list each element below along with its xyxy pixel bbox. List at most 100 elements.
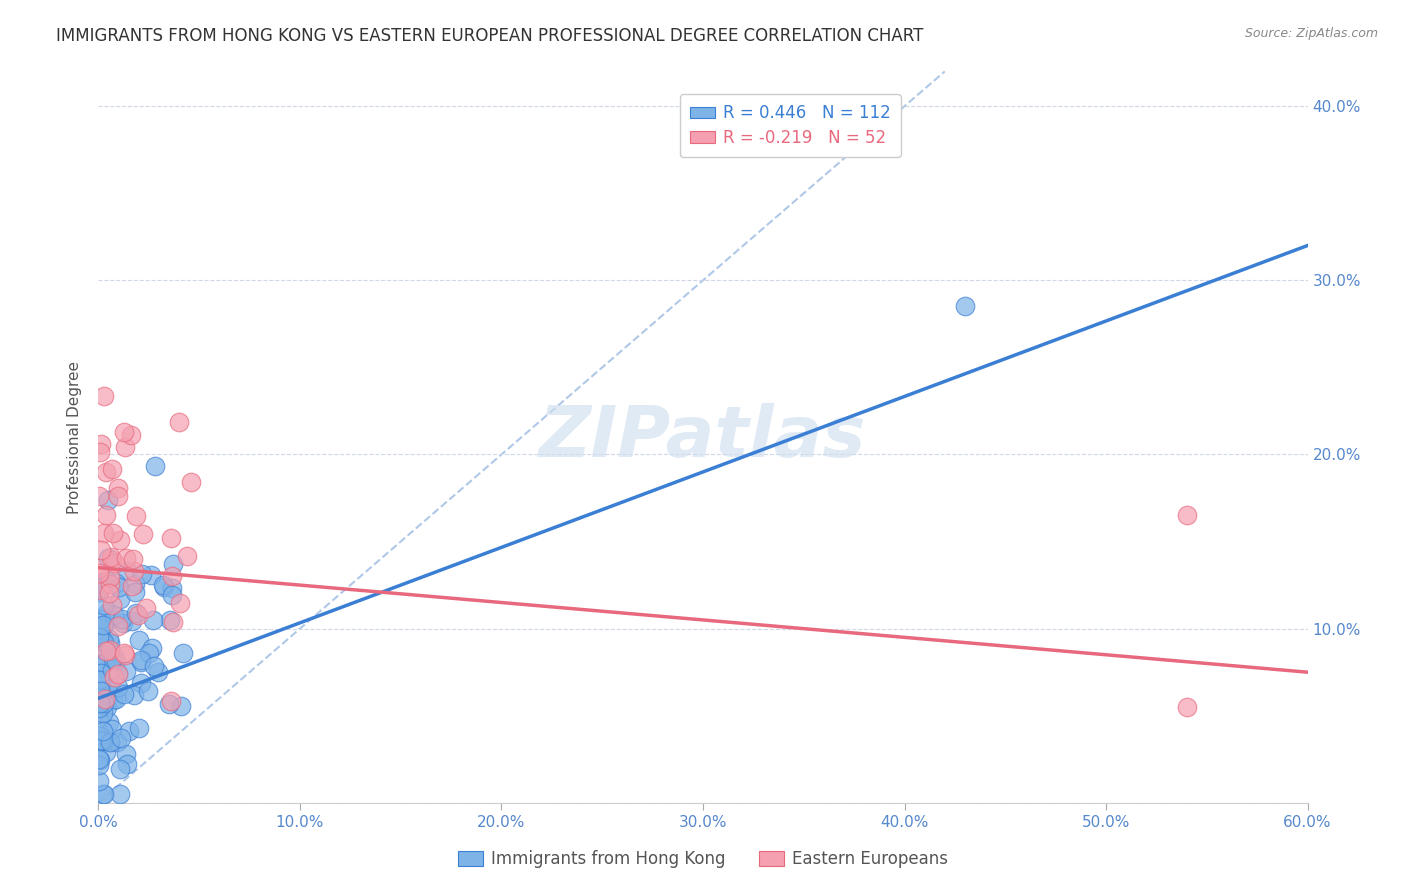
Point <box>91 787 114 801</box>
Point <box>159 693 181 707</box>
Point <box>115 756 138 771</box>
Point <box>122 564 145 578</box>
Point <box>89 695 111 709</box>
Point <box>108 580 131 594</box>
Point <box>103 649 125 664</box>
Point <box>89 773 111 788</box>
Point <box>89 630 111 644</box>
Point <box>94 746 117 760</box>
Point <box>91 733 114 747</box>
Point <box>98 687 121 701</box>
Point <box>1175 508 1198 523</box>
Point <box>91 733 114 747</box>
Point <box>103 608 125 623</box>
Point <box>93 526 115 541</box>
Point <box>100 663 122 677</box>
Point <box>94 656 117 670</box>
Point <box>167 415 190 429</box>
Point <box>953 300 976 314</box>
Point <box>142 613 165 627</box>
Point <box>93 636 115 650</box>
Point <box>97 550 120 565</box>
Legend: Immigrants from Hong Kong, Eastern Europeans: Immigrants from Hong Kong, Eastern Europ… <box>451 844 955 875</box>
Point <box>117 565 139 579</box>
Point <box>111 612 134 626</box>
Point <box>104 556 127 570</box>
Point <box>114 648 136 662</box>
Point <box>118 724 141 739</box>
Point <box>98 734 121 748</box>
Point <box>94 691 117 706</box>
Point <box>124 577 146 591</box>
Point <box>105 735 128 749</box>
Point <box>172 646 194 660</box>
Point <box>107 482 129 496</box>
Point <box>97 492 120 507</box>
Point <box>98 636 121 650</box>
Point <box>128 632 150 647</box>
Point <box>105 654 128 668</box>
Point <box>101 598 124 612</box>
Point <box>96 606 118 620</box>
Point <box>89 577 111 591</box>
Point <box>89 566 111 581</box>
Point <box>89 561 111 575</box>
Point <box>107 680 129 694</box>
Point <box>162 615 184 630</box>
Point <box>146 665 169 679</box>
Point <box>108 591 131 606</box>
Point <box>127 607 149 622</box>
Text: ZIPatlas: ZIPatlas <box>540 402 866 472</box>
Point <box>162 558 184 572</box>
Point <box>91 706 114 721</box>
Point <box>98 576 121 591</box>
Point <box>114 747 136 762</box>
Point <box>94 508 117 522</box>
Point <box>105 575 128 590</box>
Point <box>1175 700 1198 714</box>
Point <box>89 673 111 688</box>
Point <box>112 425 135 439</box>
Point <box>91 577 114 591</box>
Point <box>129 653 152 667</box>
Point <box>89 729 111 743</box>
Point <box>91 724 114 739</box>
Point <box>94 643 117 657</box>
Point <box>97 586 120 600</box>
Point <box>103 670 125 684</box>
Point <box>125 606 148 620</box>
Point <box>89 758 111 772</box>
Point <box>89 696 111 710</box>
Point <box>124 508 146 523</box>
Point <box>160 569 183 583</box>
Point <box>121 578 143 592</box>
Point <box>139 568 162 582</box>
Point <box>98 632 121 646</box>
Point <box>131 566 153 581</box>
Point <box>89 583 111 598</box>
Point <box>94 465 117 479</box>
Point <box>90 436 112 450</box>
Point <box>121 551 143 566</box>
Point <box>89 581 111 595</box>
Point <box>89 489 111 503</box>
Point <box>145 458 167 473</box>
Point <box>160 588 183 602</box>
Point <box>93 599 115 613</box>
Point <box>89 752 111 766</box>
Point <box>90 733 112 747</box>
Point <box>98 735 121 749</box>
Y-axis label: Professional Degree: Professional Degree <box>67 360 83 514</box>
Point <box>105 691 128 706</box>
Point <box>98 715 121 730</box>
Point <box>138 646 160 660</box>
Point <box>93 635 115 649</box>
Point <box>152 580 174 594</box>
Point <box>129 676 152 690</box>
Point <box>160 581 183 595</box>
Point <box>98 570 121 584</box>
Point <box>110 731 132 746</box>
Point <box>96 681 118 696</box>
Point <box>89 631 111 645</box>
Point <box>100 552 122 566</box>
